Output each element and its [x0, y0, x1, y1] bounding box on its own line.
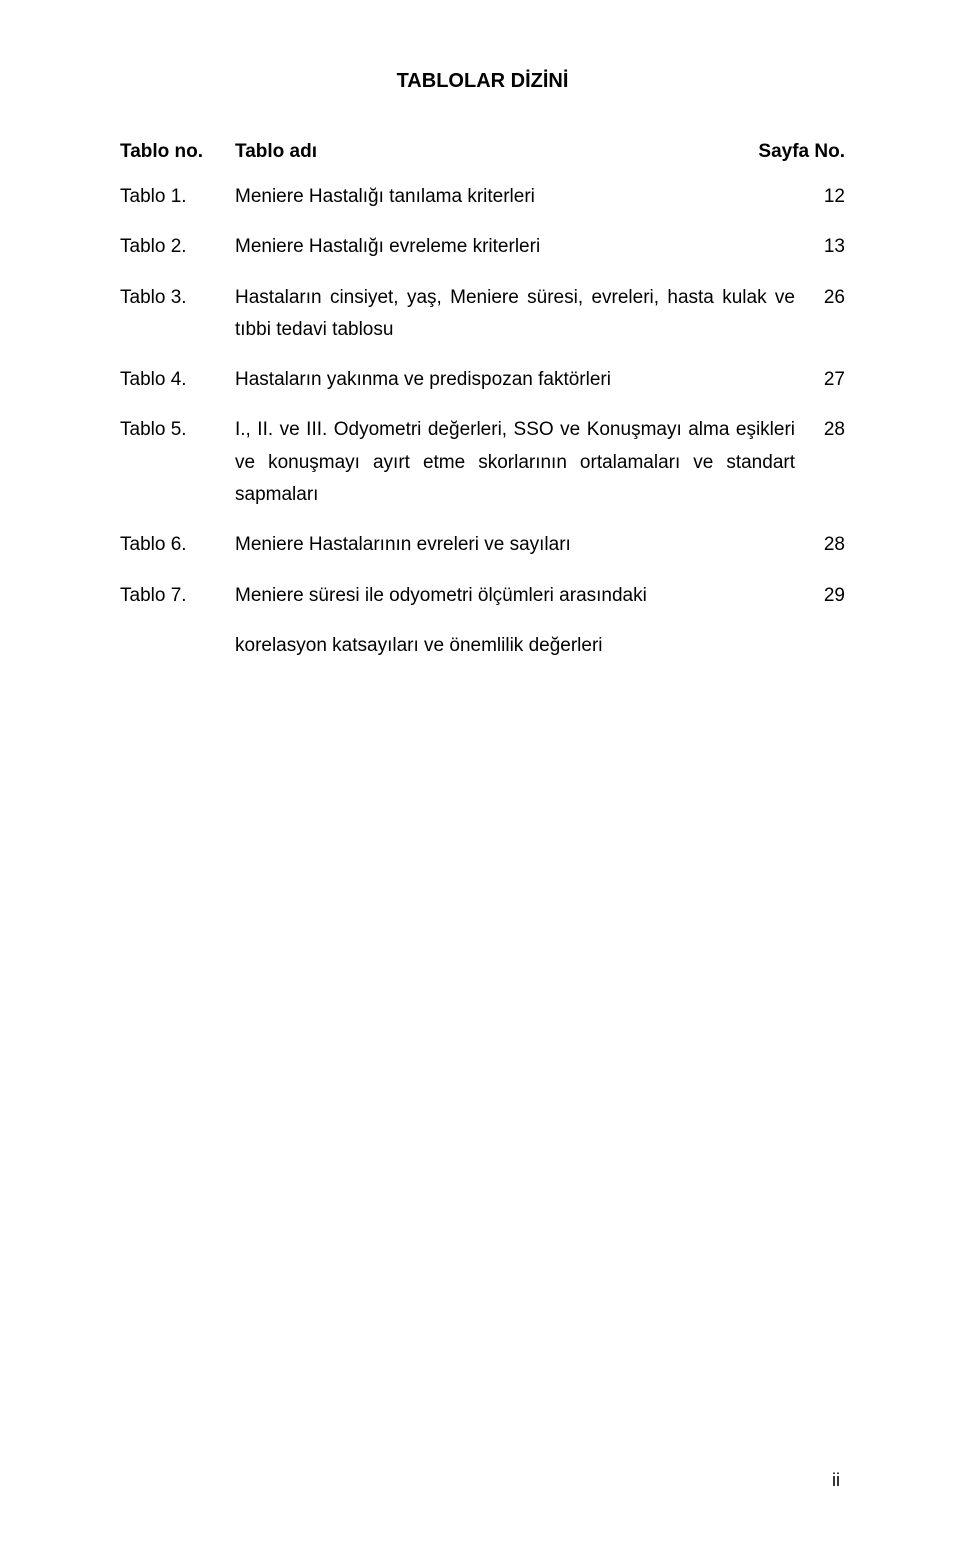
- entry-title: Meniere Hastalığı tanılama kriterleri: [235, 181, 815, 213]
- page-title: TABLOLAR DİZİNİ: [120, 70, 845, 93]
- entry-page: 29: [815, 580, 845, 612]
- entry-title: Hastaların cinsiyet, yaş, Meniere süresi…: [235, 282, 815, 347]
- continuation-row: korelasyon katsayıları ve önemlilik değe…: [120, 630, 845, 662]
- entry-no: Tablo 7.: [120, 580, 235, 612]
- header-col-no: Tablo no.: [120, 141, 235, 163]
- entry-no: Tablo 6.: [120, 529, 235, 561]
- entry-page: 28: [815, 529, 845, 561]
- continuation-no: [120, 630, 235, 662]
- entry-title: Meniere Hastalarının evreleri ve sayılar…: [235, 529, 815, 561]
- entry-title: Meniere Hastalığı evreleme kriterleri: [235, 231, 815, 263]
- table-row: Tablo 1. Meniere Hastalığı tanılama krit…: [120, 181, 845, 213]
- entry-title: I., II. ve III. Odyometri değerleri, SSO…: [235, 414, 815, 511]
- entry-no: Tablo 2.: [120, 231, 235, 263]
- table-row: Tablo 7. Meniere süresi ile odyometri öl…: [120, 580, 845, 612]
- entry-page: 26: [815, 282, 845, 347]
- entry-no: Tablo 5.: [120, 414, 235, 511]
- entry-no: Tablo 4.: [120, 364, 235, 396]
- entry-title: Hastaların yakınma ve predispozan faktör…: [235, 364, 815, 396]
- table-row: Tablo 3. Hastaların cinsiyet, yaş, Menie…: [120, 282, 845, 347]
- table-row: Tablo 5. I., II. ve III. Odyometri değer…: [120, 414, 845, 511]
- continuation-title: korelasyon katsayıları ve önemlilik değe…: [235, 630, 845, 662]
- table-header-row: Tablo no. Tablo adı Sayfa No.: [120, 141, 845, 163]
- entry-title: Meniere süresi ile odyometri ölçümleri a…: [235, 580, 815, 612]
- entry-no: Tablo 1.: [120, 181, 235, 213]
- entry-page: 13: [815, 231, 845, 263]
- table-row: Tablo 6. Meniere Hastalarının evreleri v…: [120, 529, 845, 561]
- entry-page: 12: [815, 181, 845, 213]
- entry-page: 27: [815, 364, 845, 396]
- table-row: Tablo 2. Meniere Hastalığı evreleme krit…: [120, 231, 845, 263]
- header-col-title: Tablo adı: [235, 141, 745, 163]
- page-number: ii: [832, 1470, 840, 1491]
- entry-no: Tablo 3.: [120, 282, 235, 347]
- table-row: Tablo 4. Hastaların yakınma ve predispoz…: [120, 364, 845, 396]
- header-col-page: Sayfa No.: [745, 141, 845, 163]
- entry-page: 28: [815, 414, 845, 511]
